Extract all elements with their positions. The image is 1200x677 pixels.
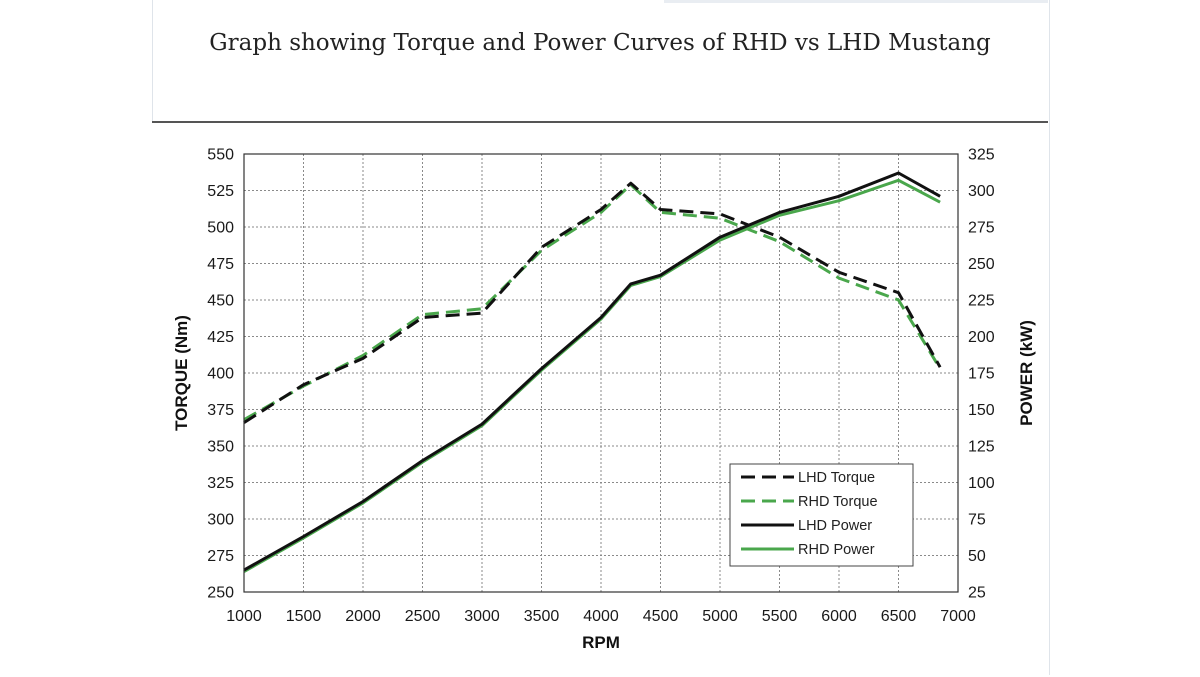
legend-label: LHD Torque [798,470,875,486]
x-tick-label: 7000 [940,608,976,625]
y2-tick-label: 250 [968,256,995,273]
y2-tick-label: 300 [968,183,995,200]
series-lines [243,171,942,573]
y2-tick-label: 175 [968,366,995,383]
y-axis-title: TORQUE (Nm) [172,315,191,431]
x-tick-label: 4500 [643,608,679,625]
x-tick-label: 6500 [881,608,917,625]
slide-top-tab [664,0,1048,3]
y-tick-label: 300 [207,512,234,529]
y2-tick-label: 225 [968,293,995,310]
x-axis-title: RPM [582,633,620,652]
y2-tick-label: 125 [968,439,995,456]
series-line-rhd-torque [243,183,942,422]
x-tick-label: 1000 [226,608,262,625]
y-tick-label: 525 [207,183,234,200]
x-tick-label: 2000 [345,608,381,625]
x-tick-label: 5500 [762,608,798,625]
legend-label: LHD Power [798,518,872,534]
y-tick-label: 275 [207,548,234,565]
tick-labels: 1000 1500 2000 2500 3000 3500 4000 4500 5000 5500… [207,147,995,626]
plot-area-frame [243,153,959,593]
legend-label: RHD Power [798,542,875,558]
x-tick-label: 3000 [464,608,500,625]
series-line-lhd-power [243,171,941,572]
y2-tick-label: 200 [968,329,995,346]
y2-tick-label: 150 [968,402,995,419]
y2-tick-label: 325 [968,147,995,164]
series-line-lhd-torque [243,181,942,424]
y-tick-label: 350 [207,439,234,456]
y-tick-label: 425 [207,329,234,346]
y-tick-label: 450 [207,293,234,310]
legend-label: RHD Torque [798,494,878,510]
x-tick-label: 2500 [405,608,441,625]
x-tick-label: 6000 [821,608,857,625]
x-tick-label: 3500 [524,608,560,625]
y2-tick-label: 100 [968,475,995,492]
y-tick-label: 500 [207,220,234,237]
y2-axis-title: POWER (kW) [1017,320,1036,426]
y-tick-label: 475 [207,256,234,273]
y-tick-label: 250 [207,585,234,602]
y-tick-label: 325 [207,475,234,492]
y-tick-label: 375 [207,402,234,419]
legend: LHD Torque RHD Torque LHD Power RHD Power [729,463,914,567]
x-tick-label: 1500 [286,608,322,625]
chart-title: Graph showing Torque and Power Curves of… [209,30,991,56]
x-tick-label: 4000 [583,608,619,625]
y-tick-label: 550 [207,147,234,164]
x-tick-label: 5000 [702,608,738,625]
y-tick-label: 400 [207,366,234,383]
y2-tick-label: 25 [968,585,986,602]
y2-tick-label: 75 [968,512,986,529]
y2-tick-label: 275 [968,220,995,237]
y2-tick-label: 50 [968,548,986,565]
